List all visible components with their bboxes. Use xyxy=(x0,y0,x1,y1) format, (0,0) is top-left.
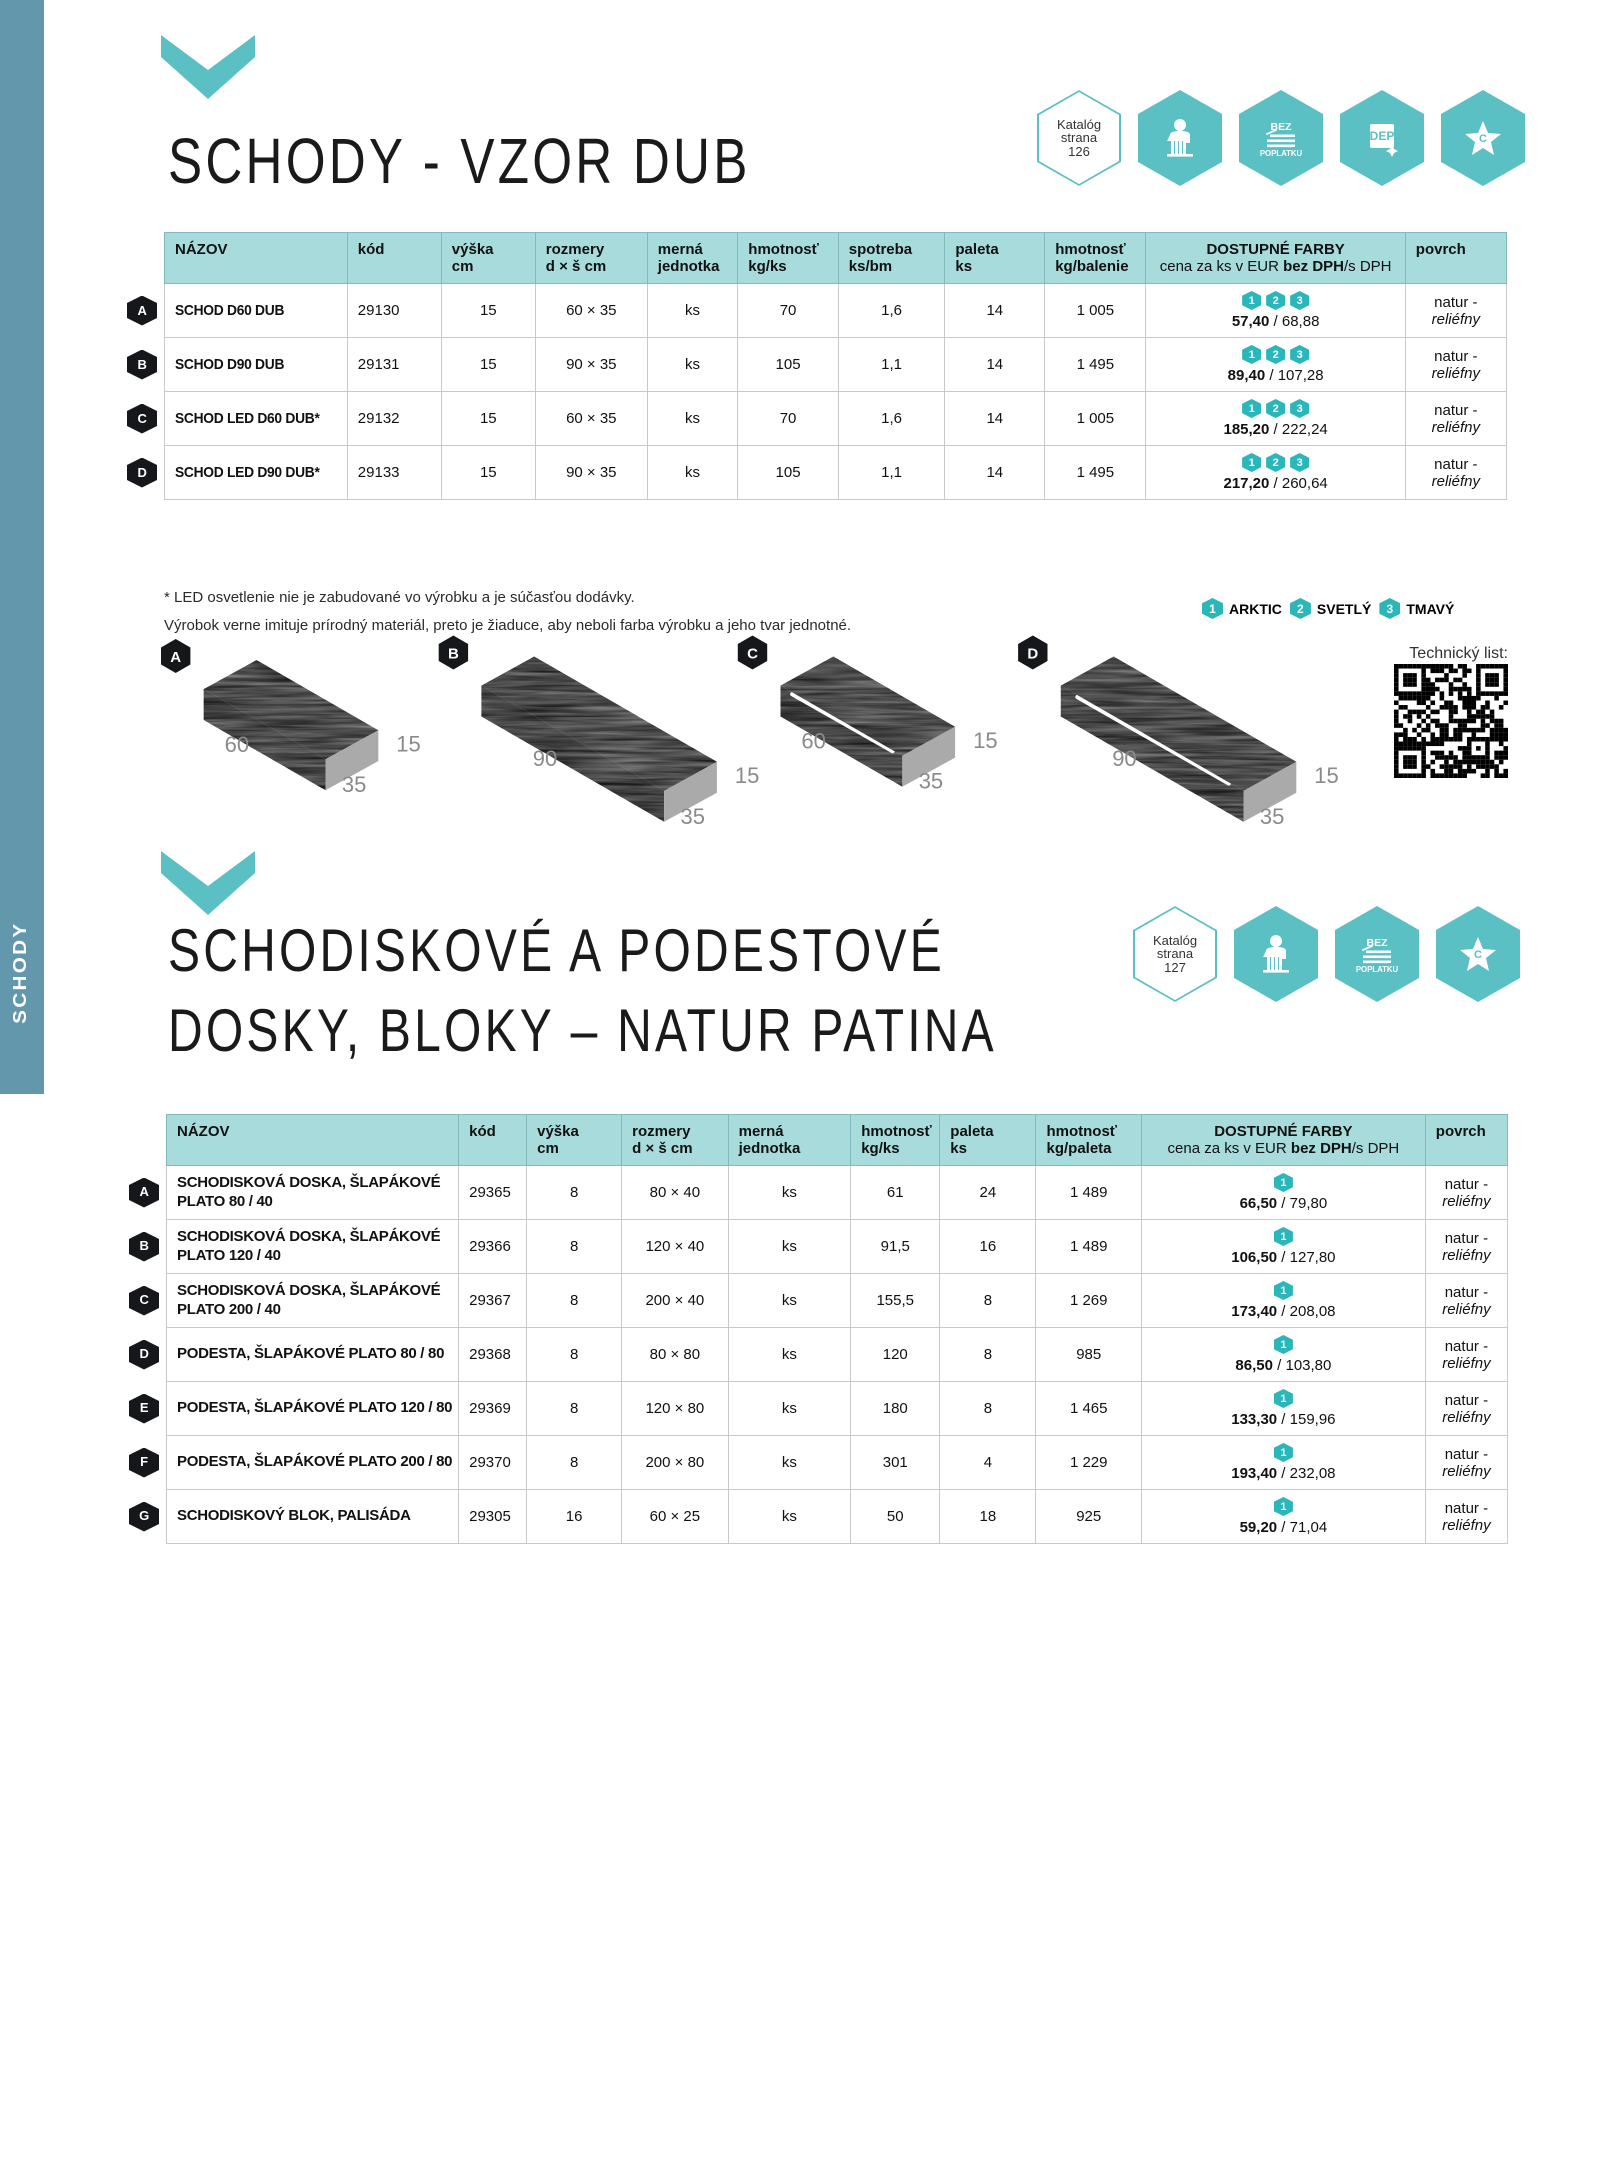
svg-text:Technický list:: Technický list: xyxy=(1409,645,1508,662)
svg-text:35: 35 xyxy=(681,804,705,829)
svg-text:90: 90 xyxy=(533,746,557,771)
svg-text:60: 60 xyxy=(225,732,249,757)
svg-text:C: C xyxy=(747,646,758,663)
svg-text:A: A xyxy=(170,649,181,666)
svg-text:90: 90 xyxy=(1112,746,1136,771)
svg-text:D: D xyxy=(1027,646,1038,663)
svg-text:15: 15 xyxy=(396,732,420,757)
svg-text:35: 35 xyxy=(919,769,943,794)
svg-text:35: 35 xyxy=(342,772,366,797)
svg-text:B: B xyxy=(448,646,459,663)
svg-text:POPLATKU: POPLATKU xyxy=(1356,965,1399,974)
svg-text:15: 15 xyxy=(735,763,759,788)
svg-text:C: C xyxy=(1474,949,1482,961)
svg-text:15: 15 xyxy=(1314,763,1338,788)
svg-text:35: 35 xyxy=(1260,804,1284,829)
svg-text:60: 60 xyxy=(801,729,825,754)
svg-text:15: 15 xyxy=(973,728,997,753)
